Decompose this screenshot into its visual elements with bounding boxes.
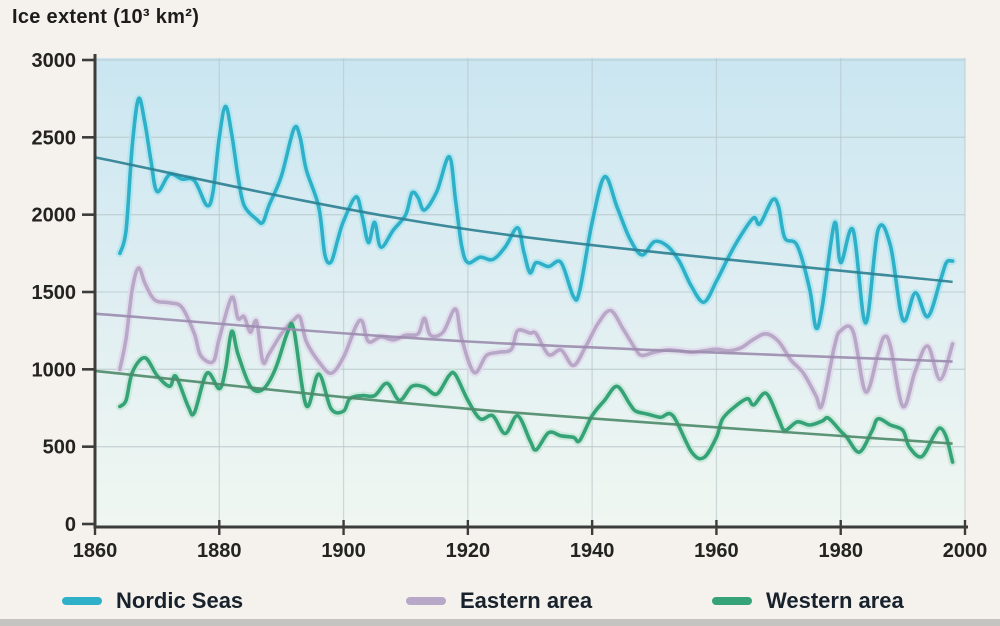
x-tick-label: 1940 <box>570 540 615 562</box>
y-tick-label: 3000 <box>32 50 77 72</box>
legend: Nordic Seas Eastern area Western area <box>0 586 1000 620</box>
series-eastern-area-trendline <box>94 312 953 363</box>
y-tick-label: 0 <box>65 514 76 536</box>
legend-label-eastern-area: Eastern area <box>460 588 593 613</box>
x-tick-label: 1920 <box>446 540 491 562</box>
x-tick-label: 1880 <box>197 540 242 562</box>
bottom-strip <box>0 619 1000 626</box>
x-tick-label: 1900 <box>321 540 366 562</box>
legend-swatch-eastern-area <box>406 597 446 605</box>
y-tick-label: 2500 <box>32 127 77 149</box>
legend-label-nordic-seas: Nordic Seas <box>116 588 244 613</box>
legend-swatch-nordic-seas <box>62 597 102 605</box>
chart-title: Ice extent (10³ km²) <box>12 6 200 28</box>
series-nordic-seas-trendline <box>94 156 953 284</box>
series-eastern-area-line <box>118 266 955 410</box>
x-tick-label: 1980 <box>818 540 863 562</box>
y-tick-label: 500 <box>43 437 76 459</box>
legend-swatch-western-area <box>712 597 752 605</box>
y-tick-label: 2000 <box>32 205 77 227</box>
x-tick-label: 1860 <box>73 540 118 562</box>
series-western-area-trendline <box>94 369 953 445</box>
x-tick-label: 1960 <box>694 540 739 562</box>
legend-item-western-area: Western area <box>712 586 904 616</box>
legend-item-eastern-area: Eastern area <box>406 586 592 616</box>
series-nordic-seas-line <box>118 96 955 331</box>
legend-item-nordic-seas: Nordic Seas <box>62 586 243 616</box>
y-tick-label: 1000 <box>32 359 77 381</box>
series-western-area-line <box>118 321 955 464</box>
y-tick-label: 1500 <box>32 282 77 304</box>
legend-label-western-area: Western area <box>766 588 904 613</box>
x-tick-label: 2000 <box>943 540 988 562</box>
